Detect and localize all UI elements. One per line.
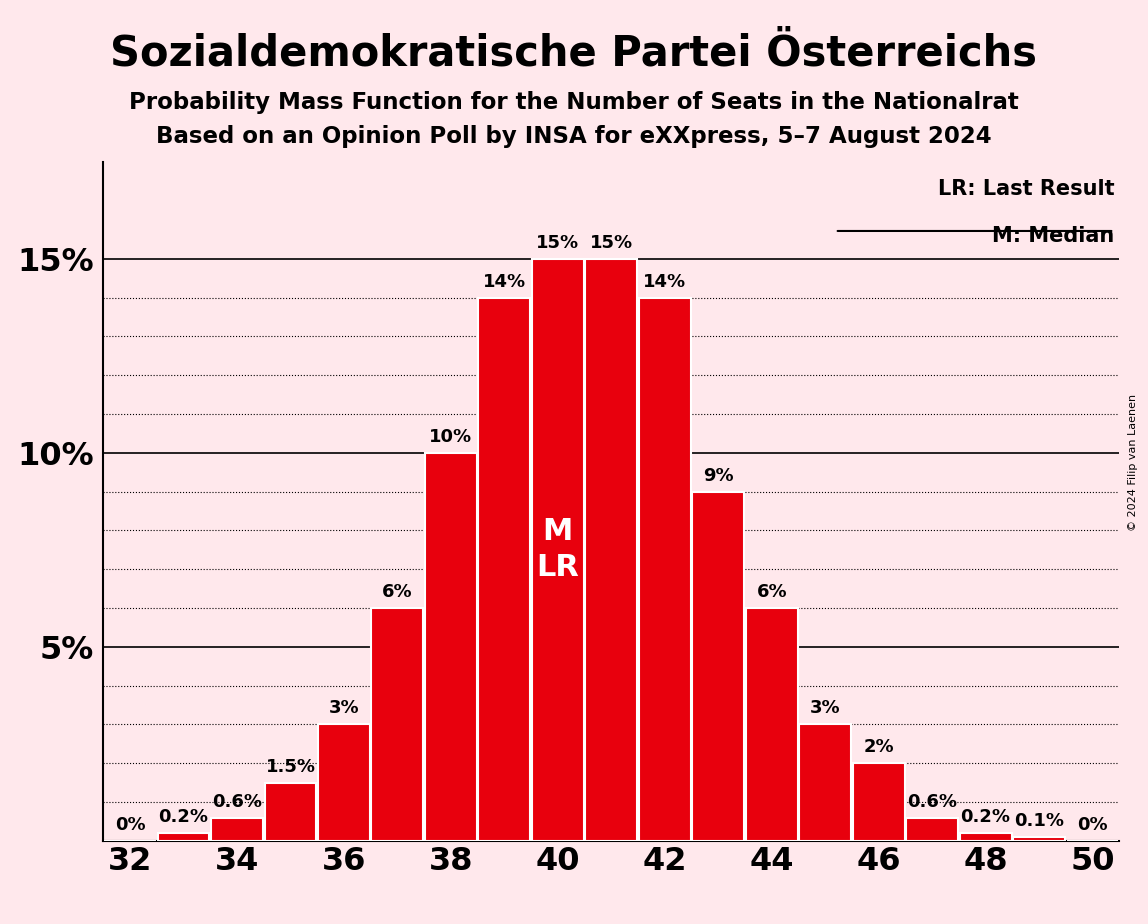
- Text: 3%: 3%: [809, 699, 840, 717]
- Text: Probability Mass Function for the Number of Seats in the Nationalrat: Probability Mass Function for the Number…: [129, 91, 1019, 114]
- Bar: [1014, 837, 1065, 841]
- Text: 0%: 0%: [115, 816, 146, 833]
- Text: 6%: 6%: [757, 583, 788, 601]
- Text: 0.1%: 0.1%: [1014, 812, 1064, 830]
- Text: M: Median: M: Median: [992, 226, 1115, 246]
- Text: 14%: 14%: [643, 273, 687, 290]
- Bar: [746, 608, 798, 841]
- Text: LR: Last Result: LR: Last Result: [938, 178, 1115, 199]
- Bar: [638, 298, 691, 841]
- Text: 6%: 6%: [382, 583, 413, 601]
- Text: 15%: 15%: [536, 234, 580, 251]
- Bar: [264, 783, 317, 841]
- Bar: [372, 608, 424, 841]
- Text: M
LR: M LR: [536, 517, 580, 582]
- Text: 0.6%: 0.6%: [212, 793, 262, 810]
- Text: Based on an Opinion Poll by INSA for eXXpress, 5–7 August 2024: Based on an Opinion Poll by INSA for eXX…: [156, 125, 992, 148]
- Bar: [532, 259, 584, 841]
- Text: 0.2%: 0.2%: [158, 808, 209, 826]
- Bar: [853, 763, 905, 841]
- Bar: [692, 492, 744, 841]
- Bar: [479, 298, 530, 841]
- Text: 15%: 15%: [590, 234, 633, 251]
- Text: 10%: 10%: [429, 428, 473, 445]
- Bar: [425, 453, 476, 841]
- Text: 3%: 3%: [328, 699, 359, 717]
- Text: 1.5%: 1.5%: [265, 758, 316, 775]
- Bar: [799, 724, 851, 841]
- Bar: [960, 833, 1011, 841]
- Text: 14%: 14%: [483, 273, 526, 290]
- Text: 0.2%: 0.2%: [961, 808, 1010, 826]
- Text: 9%: 9%: [703, 467, 734, 484]
- Text: 0.6%: 0.6%: [907, 793, 957, 810]
- Text: 0%: 0%: [1077, 816, 1108, 833]
- Text: Sozialdemokratische Partei Österreichs: Sozialdemokratische Partei Österreichs: [110, 32, 1038, 74]
- Bar: [318, 724, 370, 841]
- Text: 2%: 2%: [863, 738, 894, 756]
- Bar: [157, 833, 209, 841]
- Bar: [211, 818, 263, 841]
- Bar: [906, 818, 959, 841]
- Bar: [585, 259, 637, 841]
- Text: © 2024 Filip van Laenen: © 2024 Filip van Laenen: [1128, 394, 1138, 530]
